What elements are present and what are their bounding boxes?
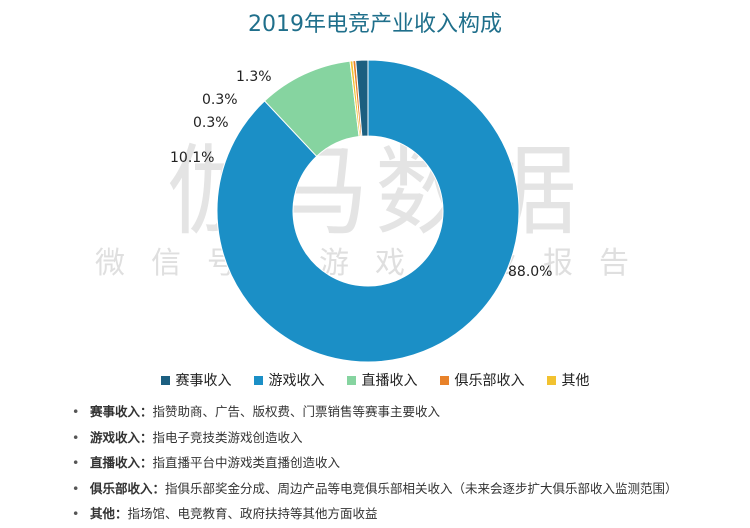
note-text: 指场馆、电竞教育、政府扶持等其他方面收益 bbox=[127, 506, 378, 521]
note-text: 指俱乐部奖金分成、周边产品等电竞俱乐部相关收入（未来会逐步扩大俱乐部收入监测范围… bbox=[165, 480, 678, 496]
bullet: • bbox=[72, 404, 80, 419]
note-text: 指电子竞技类游戏创造收入 bbox=[152, 429, 303, 445]
legend-swatch bbox=[346, 375, 356, 385]
note-term: 俱乐部收入： bbox=[90, 480, 166, 496]
label-qi-ta: 0.3% bbox=[202, 92, 238, 108]
legend-label: 游戏收入 bbox=[268, 373, 325, 389]
bullet: • bbox=[72, 455, 80, 470]
chart-title: 2019年电竞产业收入构成 bbox=[248, 12, 502, 37]
bullet: • bbox=[72, 506, 80, 521]
note-term: 其他： bbox=[90, 506, 128, 521]
legend-label: 其他 bbox=[561, 373, 590, 389]
legend-item-zhi-bo: 直播收入 bbox=[346, 370, 418, 390]
legend-item-qi-ta: 其他 bbox=[546, 370, 590, 390]
legend-swatch bbox=[253, 375, 263, 385]
note-you-xi: • 游戏收入：指电子竞技类游戏创造收入 bbox=[72, 425, 742, 451]
legend-swatch bbox=[439, 375, 449, 385]
note-ju-le-bu: • 俱乐部收入：指俱乐部奖金分成、周边产品等电竞俱乐部相关收入（未来会逐步扩大俱乐… bbox=[72, 476, 742, 502]
donut-chart: 1.3% 0.3% 0.3% 10.1% 88.0% bbox=[170, 59, 552, 363]
note-term: 直播收入： bbox=[90, 455, 153, 470]
note-term: 游戏收入： bbox=[90, 429, 153, 445]
legend-label: 赛事收入 bbox=[175, 373, 232, 389]
slice-sai-shi bbox=[355, 59, 369, 137]
legend-swatch bbox=[546, 375, 556, 385]
note-text: 指直播平台中游戏类直播创造收入 bbox=[152, 455, 341, 470]
definition-notes: • 赛事收入：指赞助商、广告、版权费、门票销售等赛事主要收入 • 游戏收入：指电子竞… bbox=[72, 399, 742, 527]
note-zhi-bo: • 直播收入：指直播平台中游戏类直播创造收入 bbox=[72, 450, 742, 476]
label-sai-shi: 1.3% bbox=[236, 69, 272, 85]
note-qi-ta: • 其他：指场馆、电竞教育、政府扶持等其他方面收益 bbox=[72, 501, 742, 527]
legend-swatch bbox=[160, 375, 170, 385]
note-sai-shi: • 赛事收入：指赞助商、广告、版权费、门票销售等赛事主要收入 bbox=[72, 399, 742, 425]
label-you-xi: 88.0% bbox=[508, 264, 552, 280]
bullet: • bbox=[72, 480, 80, 496]
legend-item-ju-le-bu: 俱乐部收入 bbox=[439, 370, 525, 390]
note-term: 赛事收入： bbox=[90, 404, 153, 419]
legend-item-you-xi: 游戏收入 bbox=[253, 370, 325, 390]
label-ju-le-bu: 0.3% bbox=[193, 115, 229, 131]
chart-legend: 赛事收入 游戏收入 直播收入 俱乐部收入 其他 bbox=[0, 370, 750, 390]
bullet: • bbox=[72, 429, 80, 445]
legend-item-sai-shi: 赛事收入 bbox=[160, 370, 232, 390]
note-text: 指赞助商、广告、版权费、门票销售等赛事主要收入 bbox=[152, 404, 441, 419]
legend-label: 俱乐部收入 bbox=[454, 373, 525, 389]
label-zhi-bo: 10.1% bbox=[170, 150, 214, 166]
legend-label: 直播收入 bbox=[361, 373, 418, 389]
slice-you-xi bbox=[216, 59, 520, 363]
